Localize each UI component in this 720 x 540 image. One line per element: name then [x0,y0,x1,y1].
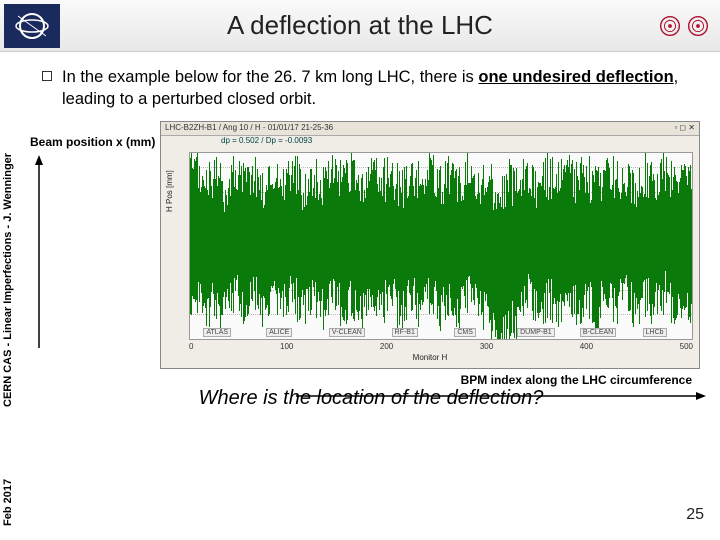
y-axis-title: Beam position x (mm) [30,135,155,149]
chart-xticks: 0100200300400500 [189,342,693,351]
window-title: LHC-B2ZH-B1 / Ang 10 / H - 01/01/17 21-2… [165,123,333,134]
chart-subtitle: dp = 0.502 / Dp = -0.0093 [161,136,699,148]
accelerator-icon [656,8,712,44]
page-number: 25 [686,506,704,524]
bullet-marker [42,71,52,81]
bullet-text: In the example below for the 26. 7 km lo… [62,66,712,111]
content: In the example below for the 26. 7 km lo… [30,60,712,410]
sidebar-credit: CERN CAS - Linear Imperfections - J. Wen… [2,120,16,440]
chart-titlebar: LHC-B2ZH-B1 / Ang 10 / H - 01/01/17 21-2… [161,122,699,136]
bullet-pre: In the example below for the 26. 7 km lo… [62,68,478,86]
cern-logo [4,4,60,48]
chart-window: LHC-B2ZH-B1 / Ang 10 / H - 01/01/17 21-2… [160,121,700,369]
x-axis-title: BPM index along the LHC circumference [461,373,692,387]
window-controls-icon: ▫ ◻ ✕ [674,123,695,134]
slide-title: A deflection at the LHC [64,10,656,41]
bullet-bold: one undesired deflection [478,68,673,86]
bullet: In the example below for the 26. 7 km lo… [42,66,712,111]
header: A deflection at the LHC [0,0,720,52]
chart-xlabel: Monitor H [161,353,699,362]
y-axis-arrow-icon [32,153,46,353]
chart-ylabel: H Pos [mm] [165,170,174,212]
chart-plot: 1.51.00.50.0-0.5-1.0-1.5-2.0ATLASALICEV-… [189,152,693,340]
x-axis-arrow-icon [168,389,708,403]
chart-area: Beam position x (mm) LHC-B2ZH-B1 / Ang 1… [30,121,712,369]
chart-bottom: 0100200300400500 Monitor H [161,342,699,368]
sidebar-date: Feb 2017 [2,472,16,532]
